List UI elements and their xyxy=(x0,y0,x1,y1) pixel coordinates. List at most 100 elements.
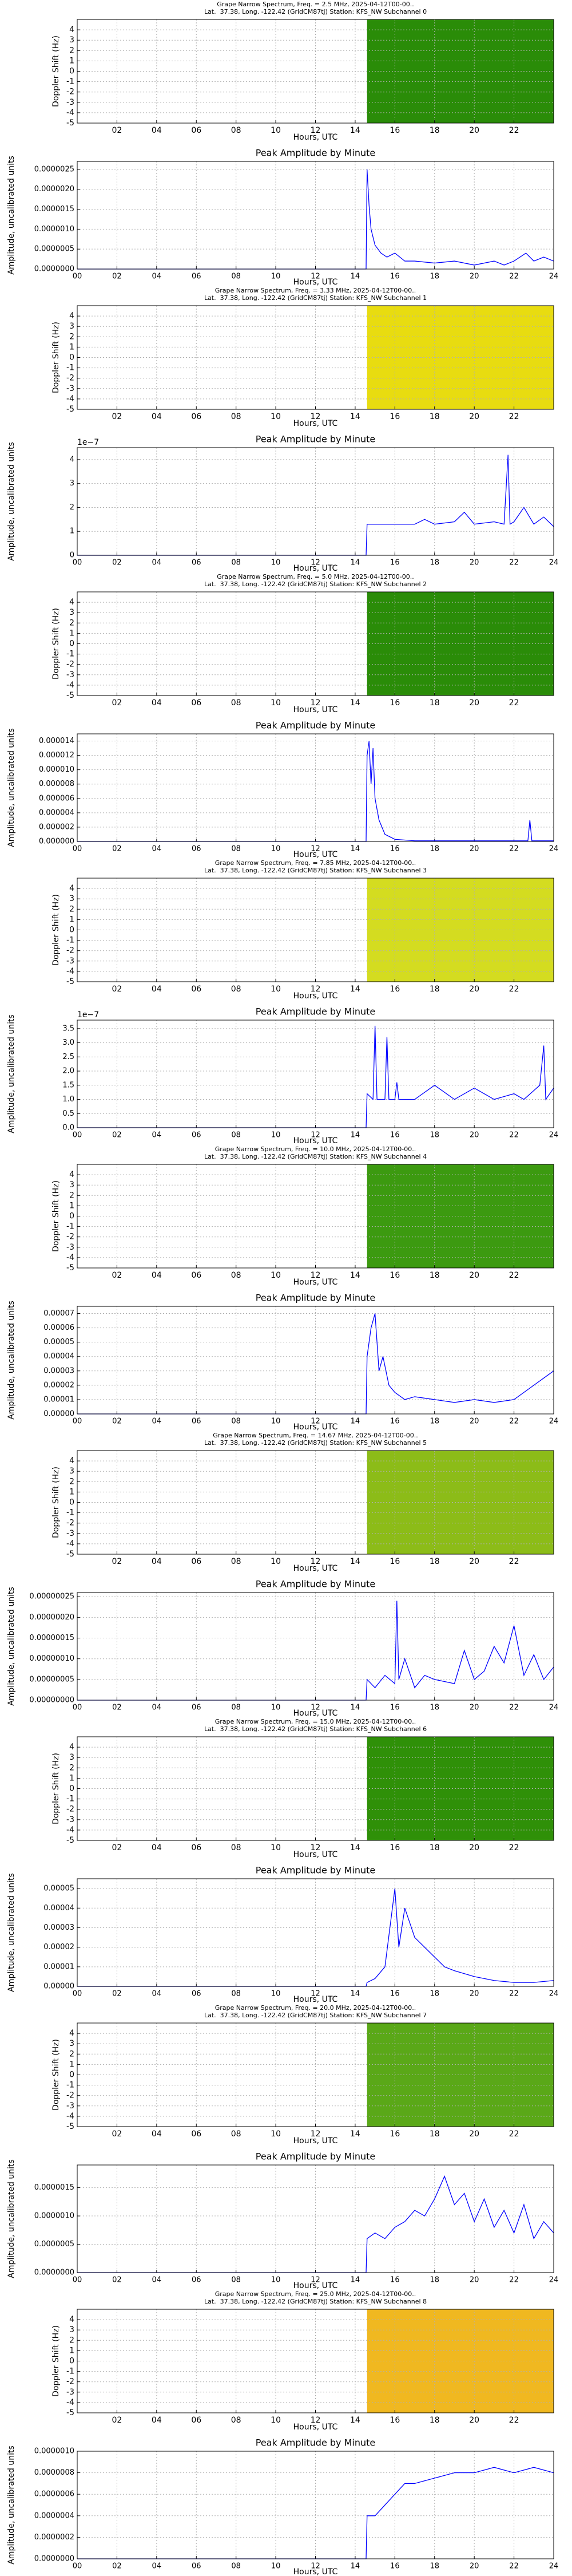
y-axis-label: Amplitude, uncalibrated units xyxy=(7,1587,16,1706)
chart-subtitle: Lat. 37.38, Long. -122.42 (GridCM87tj) S… xyxy=(204,8,427,15)
x-tick-label: 18 xyxy=(430,1990,439,1998)
y-tick-label: 2.5 xyxy=(62,1053,74,1061)
y-tick-label: -4 xyxy=(66,681,74,690)
y-tick-label: 0.00000020 xyxy=(29,1613,74,1622)
x-tick-label: 14 xyxy=(351,2562,360,2571)
x-tick-label: 22 xyxy=(509,845,519,854)
x-tick-label: 02 xyxy=(112,2129,122,2139)
x-tick-label: 02 xyxy=(112,698,122,708)
x-tick-label: 12 xyxy=(311,272,320,281)
x-tick-label: 18 xyxy=(430,559,439,567)
x-tick-label: 12 xyxy=(311,2562,320,2571)
x-tick-label: 18 xyxy=(430,2129,440,2139)
x-tick-label: 06 xyxy=(192,1417,201,1426)
plot-frame xyxy=(77,591,554,696)
x-tick-label: 20 xyxy=(469,2129,479,2139)
plot-frame xyxy=(77,1020,554,1128)
x-tick-label: 06 xyxy=(191,1557,201,1566)
y-tick-label: 1 xyxy=(69,342,74,351)
y-tick-label: 2 xyxy=(69,2049,74,2059)
x-axis-label: Hours, UTC xyxy=(293,1709,338,1718)
x-tick-label: 08 xyxy=(231,559,241,567)
offset-text: 1e−7 xyxy=(77,1010,99,1020)
x-tick-label: 22 xyxy=(509,1990,519,1998)
y-tick-label: 2.0 xyxy=(62,1067,74,1076)
y-tick-label: -3 xyxy=(66,1815,74,1824)
chart-title: Peak Amplitude by Minute xyxy=(256,1865,376,1876)
y-axis-label: Amplitude, uncalibrated units xyxy=(7,1301,16,1420)
y-tick-label: 0.5 xyxy=(62,1109,74,1118)
x-tick-label: 06 xyxy=(192,845,201,854)
x-tick-label: 12 xyxy=(311,1704,320,1712)
x-tick-label: 18 xyxy=(430,1131,439,1140)
x-tick-label: 22 xyxy=(509,698,519,708)
y-axis-label: Doppler Shift (Hz) xyxy=(51,2039,61,2111)
x-tick-label: 18 xyxy=(430,1704,439,1712)
x-tick-label: 08 xyxy=(231,2276,241,2285)
y-tick-label: 4 xyxy=(69,598,74,607)
x-tick-label: 12 xyxy=(311,698,321,708)
y-axis-label: Doppler Shift (Hz) xyxy=(51,2325,61,2397)
x-tick-label: 24 xyxy=(549,1704,559,1712)
y-tick-label: 0.00001 xyxy=(43,1962,74,1971)
x-tick-label: 04 xyxy=(152,2129,162,2139)
amplitude-line xyxy=(77,455,554,556)
y-tick-label: 4 xyxy=(69,2029,74,2038)
amplitude-line xyxy=(77,1313,554,1415)
x-tick-label: 08 xyxy=(231,1557,241,1566)
plot-frame xyxy=(77,161,554,270)
x-tick-label: 12 xyxy=(311,559,320,567)
x-tick-label: 20 xyxy=(470,845,479,854)
y-tick-label: -4 xyxy=(66,1253,74,1262)
x-tick-label: 20 xyxy=(469,1271,479,1280)
chart-title: Grape Narrow Spectrum, Freq. = 2.5 MHz, … xyxy=(217,1,414,8)
x-tick-label: 00 xyxy=(73,1131,82,1140)
y-axis-label: Amplitude, uncalibrated units xyxy=(7,442,16,561)
x-tick-label: 14 xyxy=(350,126,360,135)
plot-frame xyxy=(77,19,554,124)
x-tick-label: 06 xyxy=(192,1704,201,1712)
y-tick-label: 4 xyxy=(70,455,74,464)
y-tick-label: -5 xyxy=(66,977,74,986)
y-tick-label: 1 xyxy=(69,1201,74,1210)
y-tick-label: 0 xyxy=(69,639,74,649)
y-tick-label: 0.000002 xyxy=(39,823,74,831)
plot-frame xyxy=(77,878,554,982)
x-tick-label: 10 xyxy=(271,1557,281,1566)
amplitude-line xyxy=(77,1888,554,1987)
y-tick-label: -2 xyxy=(66,88,74,97)
x-tick-label: 10 xyxy=(271,1131,281,1140)
x-tick-label: 10 xyxy=(271,559,281,567)
x-tick-label: 04 xyxy=(152,2562,162,2571)
x-tick-label: 06 xyxy=(191,1271,201,1280)
y-tick-label: 4 xyxy=(69,1170,74,1179)
y-tick-label: 3 xyxy=(69,322,74,331)
y-tick-label: -1 xyxy=(66,1508,74,1518)
y-tick-label: -3 xyxy=(66,384,74,393)
chart-title: Peak Amplitude by Minute xyxy=(256,148,376,159)
x-tick-label: 20 xyxy=(470,2562,479,2571)
chart-title: Peak Amplitude by Minute xyxy=(256,1006,376,1017)
x-tick-label: 18 xyxy=(430,698,440,708)
x-axis-label: Hours, UTC xyxy=(293,991,338,1001)
x-tick-label: 06 xyxy=(192,1990,201,1998)
x-tick-label: 24 xyxy=(549,1417,559,1426)
x-tick-label: 20 xyxy=(470,1131,479,1140)
x-tick-label: 22 xyxy=(509,1131,519,1140)
y-tick-label: -2 xyxy=(66,1232,74,1242)
y-tick-label: -2 xyxy=(66,374,74,383)
x-axis-label: Hours, UTC xyxy=(293,2423,338,2432)
x-tick-label: 20 xyxy=(469,412,479,421)
x-tick-label: 18 xyxy=(430,2562,439,2571)
x-tick-label: 06 xyxy=(191,2416,201,2425)
chart-title: Grape Narrow Spectrum, Freq. = 3.33 MHz,… xyxy=(215,287,416,294)
x-tick-label: 20 xyxy=(469,698,479,708)
y-tick-label: 0.0000000 xyxy=(34,2555,74,2563)
x-tick-label: 00 xyxy=(73,845,82,854)
y-tick-label: -4 xyxy=(66,1539,74,1548)
x-tick-label: 22 xyxy=(509,1417,519,1426)
x-tick-label: 02 xyxy=(112,126,122,135)
y-tick-label: -2 xyxy=(66,946,74,955)
x-tick-label: 02 xyxy=(112,559,122,567)
x-tick-label: 02 xyxy=(112,1417,122,1426)
